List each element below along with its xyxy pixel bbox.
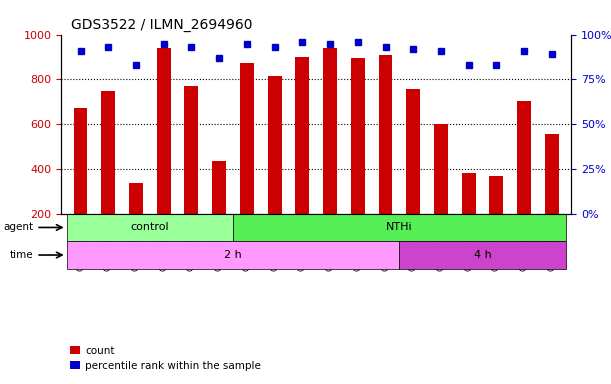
Bar [212,161,226,214]
Text: 4 h: 4 h [474,250,491,260]
Bar [268,76,282,214]
Bar [129,184,143,214]
Text: time: time [10,250,34,260]
Bar [400,241,566,269]
Bar [73,108,87,214]
Bar [185,86,199,214]
Text: NTHi: NTHi [386,222,412,232]
Text: agent: agent [3,222,34,232]
Bar [489,175,503,214]
Bar [545,134,559,214]
Bar [240,63,254,214]
Bar [295,57,309,214]
Bar [406,89,420,214]
Bar [323,48,337,214]
Text: GDS3522 / ILMN_2694960: GDS3522 / ILMN_2694960 [71,18,253,32]
Bar [233,214,566,241]
Bar [67,214,233,241]
Bar [67,241,400,269]
Text: 2 h: 2 h [224,250,242,260]
Text: control: control [131,222,169,232]
Bar [462,174,475,214]
Legend: count, percentile rank within the sample: count, percentile rank within the sample [67,341,265,375]
Bar [379,55,392,214]
Bar [518,101,531,214]
Bar [434,124,448,214]
Bar [351,58,365,214]
Bar [101,91,115,214]
Bar [157,48,170,214]
